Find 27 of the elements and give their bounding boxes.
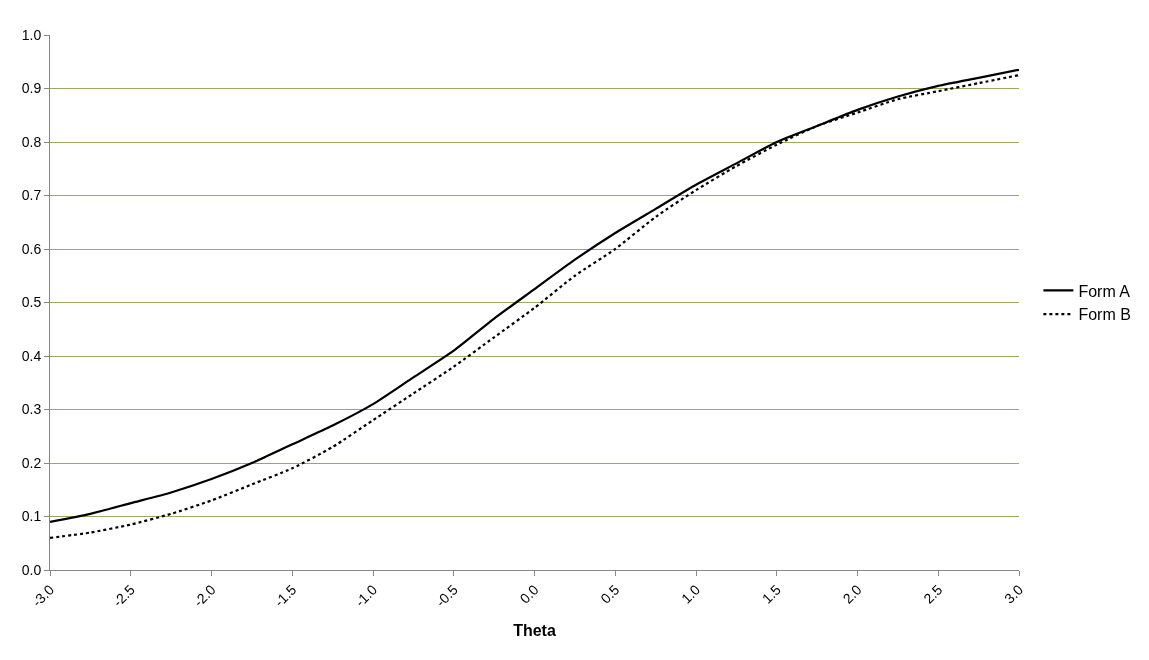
x-tick-label: 3.0 [1000,581,1027,607]
y-tick-label: 1.0 [21,26,42,43]
x-tick-label: 1.0 [677,581,704,607]
x-tick-label: -0.5 [432,581,461,610]
x-tick-label: 1.5 [758,581,784,607]
y-tick-label: 0.4 [21,347,42,364]
y-tick-label: 0.7 [21,187,42,204]
x-tick-label: 0.0 [516,581,542,607]
y-tick-label: 0.2 [21,454,42,471]
y-tick-label: 0.6 [21,240,42,257]
x-tick-label: -1.5 [270,581,300,610]
legend-label: Form B [1078,306,1131,324]
legend-label: Form A [1078,282,1131,300]
x-tick-label: 2.0 [839,581,865,607]
x-tick-label: 0.5 [597,581,623,607]
x-tick-label: -3.0 [28,581,58,610]
y-tick-label: 0.9 [21,80,42,97]
x-tick-label: -2.0 [190,581,219,610]
x-axis-title: Theta [513,621,556,639]
y-tick-label: 0.5 [21,294,42,311]
y-tick-label: 0.3 [21,401,42,418]
y-tick-label: 0.1 [21,508,42,525]
y-tick-label: 0.8 [21,133,42,150]
x-tick-label: -2.5 [109,581,138,610]
x-tick-label: -1.0 [351,581,381,610]
x-tick-label: 2.5 [920,581,946,607]
y-tick-label: 0.0 [21,561,42,578]
